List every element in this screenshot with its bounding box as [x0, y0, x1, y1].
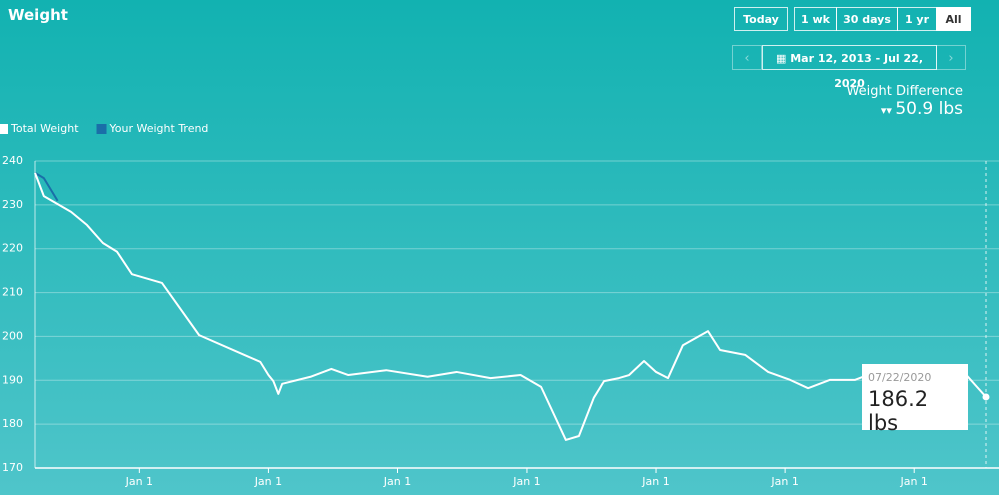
legend-swatch	[96, 124, 107, 134]
line	[34, 171, 59, 202]
date-range[interactable]: ▦ Mar 12, 2013 - Jul 22, 2020	[762, 45, 937, 90]
legend-label: Total Weight	[10, 122, 79, 135]
legend-label: Your Weight Trend	[109, 122, 209, 135]
x-tick-label: Jan 1	[641, 475, 669, 488]
y-tick-label: 240	[2, 154, 23, 167]
page-title: Weight	[8, 6, 68, 24]
tooltip-value: 186.2 lbs	[868, 387, 929, 435]
y-tick-label: 190	[2, 373, 23, 386]
y-tick-label: 200	[2, 329, 23, 342]
x-tick-label: Jan 1	[899, 475, 927, 488]
summary-icon: ▾▾	[880, 104, 896, 117]
prev-button[interactable]: ‹	[732, 45, 762, 70]
date-range-text: Mar 12, 2013 - Jul 22, 2020	[790, 52, 924, 90]
legend-swatch	[0, 124, 8, 134]
y-tick-label: 180	[2, 417, 23, 430]
summary-title: Weight Difference	[846, 84, 963, 99]
tooltip: 07/22/2020 186.2 lbs	[862, 364, 968, 435]
x-tick-label: Jan 1	[383, 475, 411, 488]
summary-value-text: 50.9 lbs	[895, 99, 963, 119]
y-tick-label: 170	[2, 461, 23, 474]
line	[34, 172, 987, 441]
x-tick-label: Jan 1	[512, 475, 540, 488]
x-tick-label: Jan 1	[254, 475, 282, 488]
summary-value: ▾▾ 50.9 lbs	[881, 99, 963, 119]
y-tick-label: 210	[2, 286, 23, 299]
hover-point	[982, 393, 990, 401]
range-button[interactable]: Today	[734, 7, 788, 31]
y-tick-label: 220	[2, 242, 23, 255]
x-tick-label: Jan 1	[125, 475, 153, 488]
tooltip-date: 07/22/2020	[868, 371, 932, 384]
calendar-icon: ▦	[775, 52, 791, 65]
range-button-active[interactable]: All	[936, 7, 971, 31]
x-tick-label: Jan 1	[770, 475, 798, 488]
y-tick-label: 230	[2, 198, 23, 211]
next-button[interactable]: ›	[936, 45, 966, 70]
